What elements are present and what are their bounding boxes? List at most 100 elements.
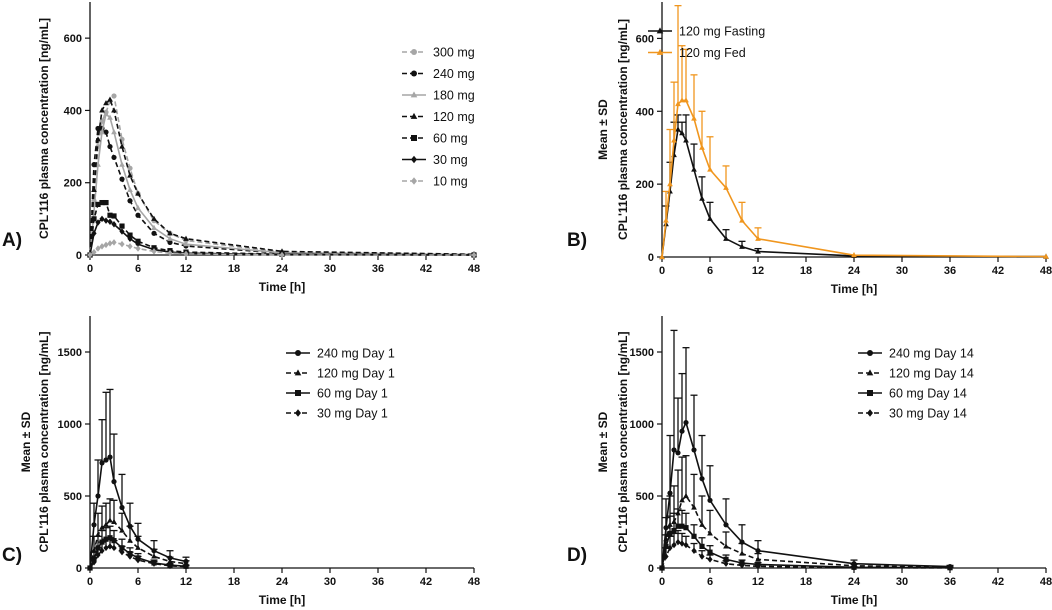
panel-label: D) [567, 545, 587, 566]
data-point [699, 521, 705, 527]
series-120-mg-day-1 [87, 498, 190, 571]
series-180-mg [87, 110, 477, 258]
panel-a: 0 6 12 18 24 30 36 42 48 0 200 400 600 Time [h] CPL'11… [2, 2, 480, 294]
y-tick-label: 1500 [58, 347, 82, 359]
series-line [89, 98, 475, 256]
legend-item-120-mg-day-1: 120 mg Day 1 [286, 367, 395, 381]
data-point [107, 143, 113, 150]
x-axis-label: Time [h] [259, 593, 305, 607]
x-tick-label: 18 [228, 576, 240, 588]
series-120-mg [87, 96, 477, 258]
data-point [679, 97, 685, 103]
data-point [671, 541, 677, 549]
data-point [107, 543, 113, 550]
series-line [661, 525, 951, 569]
y-tick-label: 0 [76, 250, 82, 262]
series-120-mg-fasting [659, 114, 1049, 260]
data-point [87, 564, 93, 572]
data-point [99, 524, 105, 530]
x-tick-label: 12 [752, 265, 764, 277]
data-point [107, 517, 113, 523]
data-point [679, 540, 685, 547]
data-point [127, 198, 133, 204]
data-point [671, 137, 677, 143]
data-point [755, 556, 761, 562]
x-tick-label: 48 [468, 263, 480, 275]
data-point [91, 558, 97, 566]
data-point [679, 428, 685, 434]
series-line [661, 127, 1047, 258]
data-point [127, 235, 133, 242]
data-point [107, 454, 113, 460]
legend-item-60-mg: 60 mg [402, 132, 468, 146]
data-point [87, 251, 93, 259]
data-point [699, 195, 705, 201]
x-axis-label: Time [h] [831, 282, 877, 296]
data-point [107, 240, 113, 247]
legend-item-120-mg-fasting: 120 mg Fasting [648, 25, 765, 39]
data-point [111, 128, 117, 135]
legend-item-240-mg-day-1: 240 mg Day 1 [286, 347, 395, 361]
data-point [667, 544, 673, 552]
data-point [103, 199, 109, 206]
y-tick-label: 400 [64, 105, 82, 117]
data-point [111, 154, 117, 161]
legend-swatch-marker [656, 27, 664, 34]
data-point [723, 556, 729, 562]
series-10-mg [87, 239, 477, 259]
data-point [95, 219, 101, 226]
series-120-mg-day-14 [659, 455, 954, 571]
data-point [111, 544, 117, 552]
data-point [119, 527, 125, 533]
legend-swatch-marker [410, 91, 418, 98]
x-tick-label: 18 [800, 265, 812, 277]
data-point [663, 543, 669, 549]
legend-item-240-mg-day-14: 240 mg Day 14 [858, 347, 974, 361]
data-point [95, 493, 101, 499]
data-point [151, 230, 157, 236]
x-tick-label: 36 [372, 576, 384, 588]
y-tick-label: 500 [636, 491, 654, 503]
data-point [739, 550, 745, 556]
legend-swatch-marker [867, 390, 873, 396]
data-point [279, 251, 285, 259]
series-line [89, 127, 475, 256]
data-point [103, 217, 109, 224]
data-point [119, 504, 125, 511]
y-axis-label: CPL'116 plasma concentration [ng/mL] [37, 18, 51, 239]
x-tick-label: 24 [276, 263, 289, 275]
data-point [699, 553, 705, 560]
data-point [667, 530, 673, 537]
legend-label: 60 mg Day 1 [317, 387, 388, 401]
panel-label: C) [2, 545, 22, 566]
data-point [127, 553, 133, 560]
x-tick-label: 48 [1040, 265, 1052, 277]
data-point [99, 460, 105, 466]
legend-item-120-mg-fed: 120 mg Fed [648, 46, 746, 60]
x-tick-label: 6 [707, 576, 713, 588]
data-point [107, 218, 113, 225]
x-tick-label: 42 [992, 576, 1004, 588]
data-point [91, 216, 97, 222]
data-point [679, 497, 685, 503]
series-60-mg [87, 199, 477, 258]
series-240-mg-day-14 [659, 329, 954, 571]
data-point [739, 217, 745, 223]
panel-d: 0 6 12 18 24 30 36 42 48 0 500 1000 1500 Time [h] CPL'… [567, 316, 1052, 607]
legend: 300 mg 240 mg 180 mg 120 mg 60 mg 30 mg 10 mg [402, 46, 475, 189]
data-point [699, 543, 705, 549]
data-point [675, 538, 681, 546]
legend-item-30-mg-day-14: 30 mg Day 14 [858, 407, 967, 421]
data-point [103, 241, 109, 249]
legend-item-30-mg: 30 mg [402, 153, 468, 167]
data-point [151, 248, 157, 255]
data-point [947, 564, 953, 572]
data-point [683, 97, 689, 103]
legend-swatch-marker [295, 390, 301, 396]
data-point [103, 457, 109, 463]
data-point [127, 165, 133, 171]
data-point [707, 549, 713, 555]
legend-label: 240 mg Day 14 [889, 347, 974, 361]
data-point [91, 248, 97, 256]
series-line [89, 94, 475, 256]
